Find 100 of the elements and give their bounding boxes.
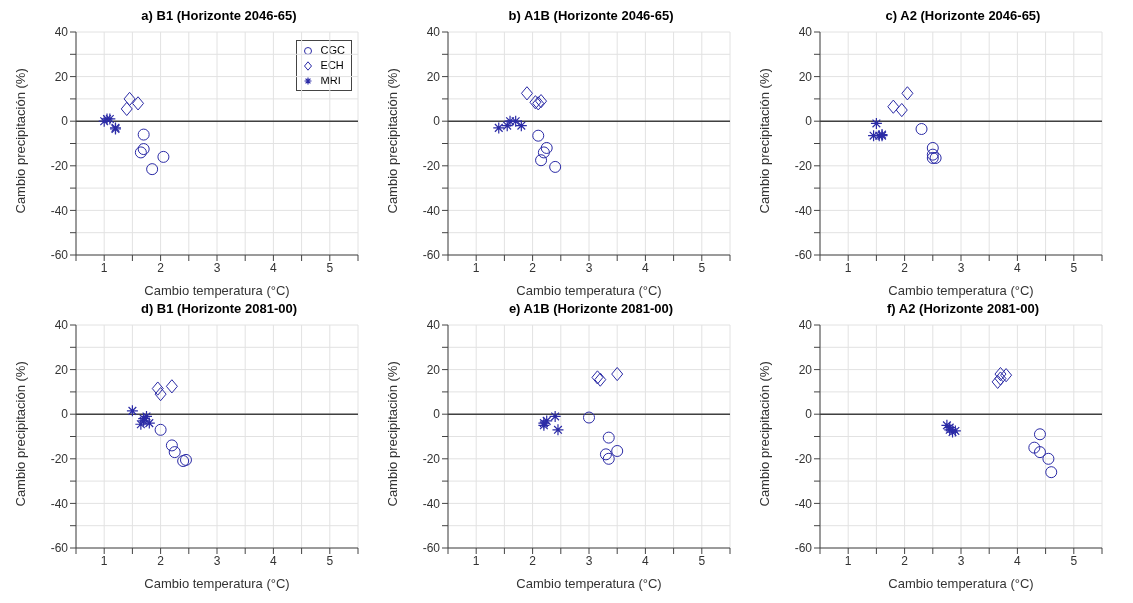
y-tick-label: -60 <box>794 541 813 556</box>
chart-title: f) A2 (Horizonte 2081-00) <box>886 301 1040 318</box>
y-tick-label: 20 <box>798 69 813 84</box>
x-tick-label: 3 <box>957 260 965 275</box>
point <box>154 423 167 436</box>
x-axis-title: Cambio temperatura (°C) <box>516 283 662 298</box>
y-tick-label: 0 <box>61 407 69 422</box>
point <box>901 86 914 101</box>
point <box>537 146 550 159</box>
y-tick-label: -40 <box>794 203 813 218</box>
y-axis-title: Cambio precipitación (%) <box>12 361 28 507</box>
y-tick-label: -60 <box>422 248 441 263</box>
point <box>154 387 167 402</box>
chart-title: b) A1B (Horizonte 2046-65) <box>507 8 675 25</box>
x-tick-label: 5 <box>698 553 706 568</box>
point <box>126 404 139 417</box>
point <box>535 154 548 167</box>
y-tick-label: 0 <box>433 407 441 422</box>
x-tick-label: 1 <box>844 553 852 568</box>
point <box>1033 446 1046 459</box>
x-tick-label: 5 <box>326 553 334 568</box>
point <box>157 150 170 163</box>
point <box>520 86 533 101</box>
point <box>137 128 150 141</box>
y-tick-label: 0 <box>805 407 813 422</box>
point <box>926 141 939 154</box>
x-tick-label: 2 <box>529 553 537 568</box>
point <box>132 96 145 111</box>
y-tick-label: 20 <box>54 69 69 84</box>
chart-title: e) A1B (Horizonte 2081-00) <box>507 301 675 318</box>
x-tick-label: 4 <box>270 553 278 568</box>
y-tick-label: 0 <box>61 114 69 129</box>
y-tick-label: -20 <box>50 159 69 174</box>
x-tick-label: 5 <box>1070 553 1078 568</box>
y-tick-label: -20 <box>794 159 813 174</box>
y-tick-label: 20 <box>798 362 813 377</box>
y-axis-title: Cambio precipitación (%) <box>384 361 400 507</box>
point <box>599 448 612 461</box>
x-axis-title: Cambio temperatura (°C) <box>888 576 1034 591</box>
point <box>1028 441 1041 454</box>
point <box>887 99 900 114</box>
x-tick-label: 4 <box>642 260 650 275</box>
x-tick-label: 5 <box>1070 260 1078 275</box>
y-axis-title: Cambio precipitación (%) <box>756 68 772 214</box>
x-tick-label: 4 <box>642 553 650 568</box>
x-tick-label: 4 <box>1014 260 1022 275</box>
point <box>1000 368 1013 383</box>
y-tick-label: 40 <box>426 25 441 40</box>
point <box>602 431 615 444</box>
y-tick-label: 40 <box>54 25 69 40</box>
y-tick-label: 40 <box>798 25 813 40</box>
x-tick-label: 3 <box>957 553 965 568</box>
y-axis-title: Cambio precipitación (%) <box>756 361 772 507</box>
point <box>994 366 1007 382</box>
legend-label: ECH <box>320 58 344 73</box>
x-tick-label: 1 <box>472 553 480 568</box>
point <box>1045 466 1058 479</box>
point <box>120 101 133 117</box>
x-tick-label: 5 <box>698 260 706 275</box>
point <box>168 446 181 459</box>
x-tick-label: 4 <box>1014 553 1022 568</box>
y-tick-label: 20 <box>426 362 441 377</box>
y-tick-label: 0 <box>433 114 441 129</box>
point <box>915 123 928 136</box>
point <box>123 91 136 106</box>
x-axis-title: Cambio temperatura (°C) <box>516 576 662 591</box>
x-tick-label: 5 <box>326 260 334 275</box>
y-tick-label: 20 <box>54 362 69 377</box>
y-tick-label: 0 <box>805 114 813 129</box>
x-tick-label: 3 <box>585 553 593 568</box>
chart-title: a) B1 (Horizonte 2046-65) <box>140 8 298 25</box>
x-axis-title: Cambio temperatura (°C) <box>888 283 1034 298</box>
x-axis-title: Cambio temperatura (°C) <box>144 283 290 298</box>
point <box>1033 428 1046 441</box>
x-tick-label: 3 <box>585 260 593 275</box>
x-tick-label: 2 <box>529 260 537 275</box>
x-tick-label: 2 <box>901 260 909 275</box>
y-tick-label: 40 <box>426 318 441 333</box>
x-tick-label: 1 <box>844 260 852 275</box>
point <box>515 119 528 132</box>
y-tick-label: -60 <box>50 541 69 556</box>
y-tick-label: 40 <box>54 318 69 333</box>
y-tick-label: -60 <box>50 248 69 263</box>
x-tick-label: 4 <box>270 260 278 275</box>
point <box>1042 452 1055 465</box>
legend-label: CGC <box>320 43 345 58</box>
chart-title: c) A2 (Horizonte 2046-65) <box>884 8 1042 25</box>
y-tick-label: -20 <box>422 452 441 467</box>
legend-label: MRI <box>320 73 341 88</box>
point <box>549 160 562 173</box>
x-tick-label: 2 <box>901 553 909 568</box>
x-tick-label: 3 <box>213 260 221 275</box>
x-tick-label: 2 <box>157 553 165 568</box>
x-tick-label: 1 <box>100 553 108 568</box>
y-tick-label: -60 <box>422 541 441 556</box>
y-tick-label: -20 <box>50 452 69 467</box>
point <box>151 381 164 396</box>
y-tick-label: -20 <box>794 452 813 467</box>
point <box>540 141 553 154</box>
point <box>602 452 615 465</box>
